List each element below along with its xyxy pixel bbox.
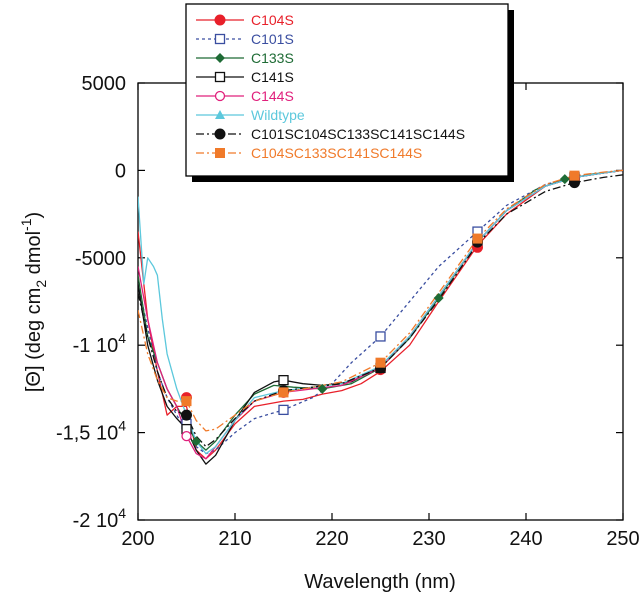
legend-marker — [215, 110, 225, 119]
marker-layer — [181, 170, 580, 447]
y-tick-label: 0 — [115, 160, 126, 182]
series-point — [375, 357, 386, 368]
legend-label: C141S — [251, 69, 294, 85]
x-tick-label: 240 — [509, 528, 542, 550]
series-point — [181, 396, 192, 407]
legend: C104S C101S C133S C141S C144S Wildtype C101SC1… — [185, 3, 514, 182]
series-point — [472, 233, 483, 244]
series-point — [569, 170, 580, 181]
legend-label: C133S — [251, 50, 294, 66]
x-tick-label: 220 — [315, 528, 348, 550]
series-point — [278, 387, 289, 398]
legend-label: C101SC104SC133SC141SC144S — [251, 126, 465, 142]
legend-marker — [214, 128, 226, 140]
x-axis-title: Wavelength (nm) — [304, 571, 456, 593]
y-tick-label: -1,5 104 — [56, 418, 126, 445]
legend-label: C144S — [251, 88, 294, 104]
y-axis-title: [Θ] (deg cm2 dmol-1) — [18, 212, 49, 392]
legend-box — [185, 3, 509, 177]
series-point — [375, 331, 386, 342]
series-line-c101sc104sc133sc141sc144s — [138, 174, 623, 448]
series-line-c133s — [138, 169, 623, 451]
legend-marker — [214, 14, 226, 26]
y-tick-label: -2 104 — [73, 505, 127, 532]
legend-label: C104S — [251, 12, 294, 28]
x-tick-label: 230 — [412, 528, 445, 550]
series-point — [181, 409, 192, 421]
series-line-c104s — [138, 169, 623, 460]
x-tick-label: 210 — [218, 528, 251, 550]
y-axis: 5000 0 -5000 -1 104 -1,5 104 -2 104 — [56, 73, 623, 532]
series-point — [191, 436, 202, 447]
series-line-c104sc133sc141sc144s — [138, 169, 623, 432]
series-point — [433, 293, 444, 304]
legend-marker — [214, 33, 226, 45]
legend-label: C101S — [251, 31, 294, 47]
series-point — [181, 430, 192, 442]
series-line-c141s — [138, 169, 623, 465]
series-point — [278, 404, 289, 416]
legend-label: Wildtype — [251, 107, 305, 123]
legend-marker — [214, 90, 226, 102]
series-point — [559, 174, 570, 185]
y-tick-label: -5000 — [75, 248, 126, 270]
legend-label: C104SC133SC141SC144S — [251, 145, 422, 161]
x-tick-label: 250 — [606, 528, 639, 550]
series-point — [317, 383, 328, 394]
x-tick-label: 200 — [121, 528, 154, 550]
series-line-c101s — [138, 169, 623, 455]
series-layer — [138, 169, 623, 465]
legend-marker — [215, 53, 225, 63]
y-tick-label: 5000 — [82, 73, 127, 95]
legend-marker — [214, 71, 226, 83]
y-tick-label: -1 104 — [73, 330, 127, 357]
series-line-c144s — [138, 169, 623, 460]
series-line-wildtype — [138, 169, 623, 455]
x-axis: 200 210 220 230 240 250 — [121, 83, 640, 550]
series-point — [278, 375, 289, 386]
legend-marker — [215, 148, 225, 158]
